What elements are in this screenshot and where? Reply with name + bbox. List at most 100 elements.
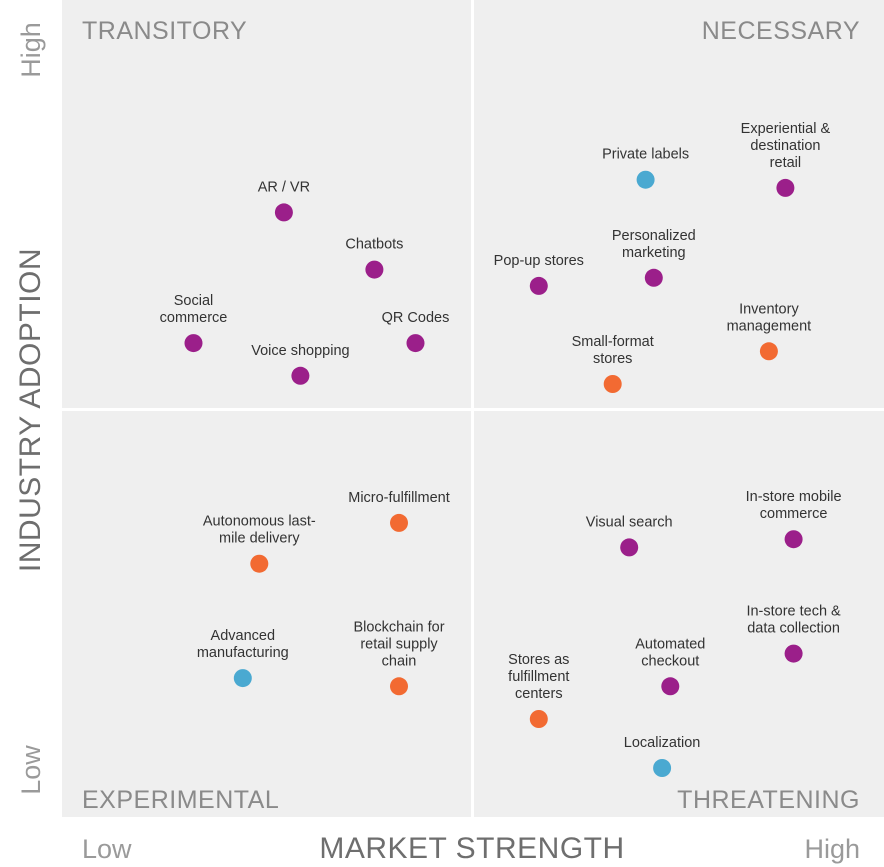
data-point-label-line: Micro-fulfillment — [348, 490, 450, 506]
quadrant-top-right — [474, 0, 884, 408]
data-point: In-store tech & data collection — [746, 604, 841, 663]
data-point-label-line: marketing — [622, 245, 686, 261]
data-point-label-line: Small-format — [572, 334, 654, 350]
data-point-label: Stores as fulfillment centers — [508, 652, 569, 702]
data-point-marker — [529, 276, 548, 295]
data-point: AR / VR — [258, 179, 310, 222]
y-axis-low-label: Low — [16, 745, 46, 795]
data-point-label: Advanced manufacturing — [197, 628, 289, 661]
data-point-label-line: Voice shopping — [251, 343, 349, 359]
data-point-label: In-store tech & data collection — [746, 604, 841, 637]
data-point-label-line: Chatbots — [345, 237, 403, 253]
data-point-marker — [644, 268, 663, 287]
data-point-label-line: Social — [174, 293, 214, 309]
data-point-marker — [291, 366, 310, 385]
data-point-label-line: AR / VR — [258, 179, 310, 195]
data-point-label: Blockchain for retail supply chain — [353, 619, 444, 669]
data-point-label: Voice shopping — [251, 343, 349, 359]
data-point-marker — [784, 644, 803, 663]
quadrant-label-threatening: THREATENING — [677, 786, 860, 814]
x-axis-low-label: Low — [82, 834, 132, 864]
data-point: Experiential & destination retail — [741, 121, 831, 197]
data-point-marker — [603, 375, 622, 393]
data-point-marker — [661, 677, 680, 696]
data-point-label-line: Automated — [635, 636, 705, 652]
data-point-label-line: centers — [515, 686, 563, 702]
data-point-label-line: Blockchain for — [353, 619, 444, 635]
x-axis-high-label: High — [804, 834, 860, 864]
data-point-label: Micro-fulfillment — [348, 490, 450, 506]
data-point-marker — [390, 677, 408, 696]
data-point: Pop-up stores — [494, 253, 584, 295]
data-point-label: Inventory management — [727, 301, 812, 334]
data-point-label: Autonomous last-mile delivery — [203, 514, 316, 547]
data-point-marker — [620, 538, 639, 557]
data-point: Advanced manufacturing — [197, 628, 289, 688]
data-point-label-line: manufacturing — [197, 645, 289, 661]
data-point-label: AR / VR — [258, 179, 310, 195]
data-point-label-line: retail — [770, 155, 801, 171]
data-point-marker — [274, 203, 293, 222]
data-point-marker — [365, 260, 384, 279]
data-point: Inventory management — [727, 301, 812, 361]
data-point: Personalized marketing — [612, 228, 696, 287]
data-point-label: Automated checkout — [635, 636, 705, 669]
data-point-label: Private labels — [602, 147, 689, 163]
data-point: Social commerce — [160, 293, 228, 353]
quadrant-bottom-left — [62, 411, 471, 817]
data-point: Voice shopping — [251, 343, 350, 385]
data-point: Localization — [624, 735, 701, 777]
y-axis-title: INDUSTRY ADOPTION — [14, 248, 47, 572]
data-point-marker — [406, 334, 425, 353]
data-point-label-line: fulfillment — [508, 669, 569, 685]
data-point-label: Chatbots — [345, 237, 403, 253]
data-point-label-line: Autonomous last- — [203, 514, 316, 530]
data-point-label: Pop-up stores — [494, 253, 584, 269]
data-point-marker — [776, 178, 795, 197]
data-point-marker — [653, 759, 672, 777]
data-point: In-store mobile commerce — [746, 489, 842, 549]
data-point-label: Experiential & destination retail — [741, 121, 831, 171]
data-point: Automated checkout — [635, 636, 705, 696]
data-point-label-line: Private labels — [602, 147, 689, 163]
data-point: Visual search — [586, 514, 673, 557]
data-point: Small-format stores — [572, 334, 654, 393]
quadrant-label-experimental: EXPERIMENTAL — [82, 786, 279, 814]
data-point-label-line: retail supply — [360, 636, 438, 652]
x-axis-title: MARKET STRENGTH — [319, 832, 624, 865]
data-point-marker — [759, 342, 778, 361]
data-point-label-line: In-store tech & — [746, 604, 841, 620]
data-point-label-line: Visual search — [586, 514, 673, 530]
data-point-label-line: Stores as — [508, 652, 569, 668]
data-point-label-line: In-store mobile — [746, 489, 842, 505]
data-point: QR Codes — [382, 310, 450, 353]
data-point: Micro-fulfillment — [348, 490, 450, 532]
quadrant-top-left — [62, 0, 471, 408]
data-point-label-line: management — [727, 318, 812, 334]
data-point-marker — [529, 710, 548, 728]
data-point-label-line: Personalized — [612, 228, 696, 244]
data-point-label-line: Inventory — [739, 301, 799, 317]
data-point-marker — [233, 669, 252, 688]
data-point-label: Localization — [624, 735, 701, 751]
data-point-label: In-store mobile commerce — [746, 489, 842, 522]
data-point-marker — [184, 334, 203, 353]
data-point-label-line: data collection — [747, 621, 840, 637]
data-point-label: QR Codes — [382, 310, 450, 326]
data-point: Private labels — [602, 147, 689, 189]
data-point-label-line: mile delivery — [219, 531, 300, 547]
data-point: Blockchain for retail supply chain — [353, 619, 445, 696]
quadrant-label-necessary: NECESSARY — [702, 17, 860, 45]
data-point-label-line: destination — [750, 138, 820, 154]
data-point-label-line: Experiential & — [741, 121, 831, 137]
data-point-marker — [784, 530, 803, 549]
data-point-label-line: chain — [382, 653, 417, 669]
data-point-label: Small-format stores — [572, 334, 654, 367]
data-point-marker — [390, 513, 408, 532]
data-point-label: Visual search — [586, 514, 673, 530]
data-point-label-line: commerce — [760, 506, 828, 522]
data-point: Stores as fulfillment centers — [508, 652, 569, 728]
data-point-label-line: Localization — [624, 735, 701, 751]
data-point-label: Social commerce — [160, 293, 228, 326]
